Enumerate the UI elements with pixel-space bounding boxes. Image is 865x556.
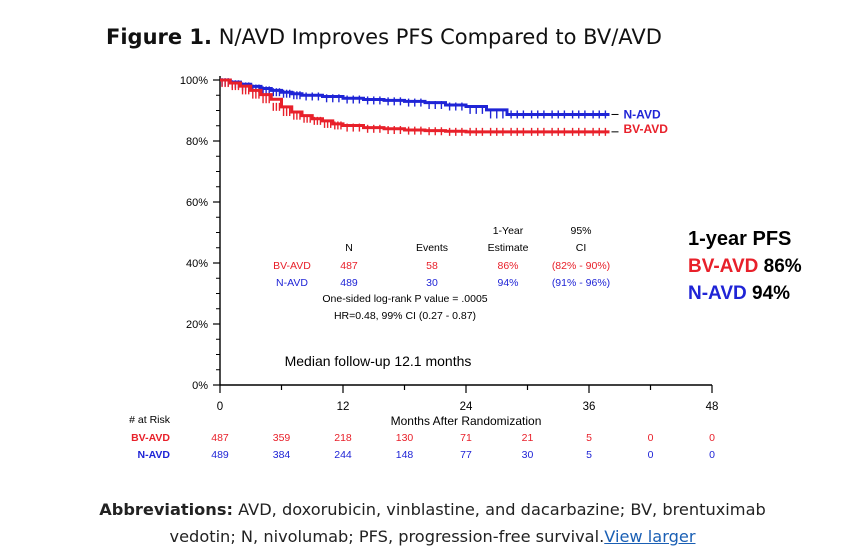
series-end-label: BV-AVD [624, 122, 669, 136]
stats-cell: (82% - 90%) [552, 260, 610, 272]
at-risk-value: 130 [396, 432, 414, 444]
pfs-summary-box: 1-year PFS BV-AVD 86% N-AVD 94% [688, 226, 802, 307]
at-risk-value: 0 [709, 432, 715, 444]
stats-row-label: N-AVD [276, 277, 308, 289]
at-risk-value: 148 [396, 449, 414, 461]
at-risk-value: 5 [586, 449, 592, 461]
stats-cell: 30 [426, 277, 438, 289]
series-end-label: N-AVD [624, 107, 661, 121]
stats-table-header: 1-Year [493, 225, 524, 237]
stats-cell: 94% [497, 277, 518, 289]
stats-cell: 86% [497, 260, 518, 272]
stats-table-header: N [345, 242, 353, 254]
x-tick-label: 48 [706, 401, 719, 413]
stats-cell: 489 [340, 277, 358, 289]
y-tick-label: 40% [186, 258, 208, 270]
at-risk-row-label: N-AVD [138, 449, 171, 461]
x-tick-label: 12 [337, 401, 350, 413]
x-axis-label: Months After Randomization [391, 414, 542, 428]
view-larger-link[interactable]: View larger [604, 527, 696, 546]
stats-row-label: BV-AVD [273, 260, 311, 272]
pfs-bv-value: 86% [763, 256, 802, 277]
pfs-n-value: 94% [752, 283, 791, 304]
at-risk-value: 77 [460, 449, 472, 461]
km-plot: 0% 20% 40% 60% 80% 100% 0 12 24 36 48 Months After … [129, 75, 719, 461]
at-risk-value: 489 [211, 449, 229, 461]
figure-title: Figure 1. N/AVD Improves PFS Compared to… [106, 25, 662, 49]
at-risk-value: 0 [648, 432, 654, 444]
pfs-n-label: N-AVD [688, 283, 747, 304]
pfs-summary-header: 1-year PFS [688, 228, 792, 250]
stats-table-header: 95% [570, 225, 591, 237]
stats-cell: 58 [426, 260, 438, 272]
stats-table-header: Events [416, 242, 448, 254]
at-risk-value: 30 [522, 449, 534, 461]
stats-cell: (91% - 96%) [552, 277, 610, 289]
bv-avd-curve [220, 78, 610, 134]
abbreviations-line1: AVD, doxorubicin, vinblastine, and dacar… [238, 500, 766, 519]
n-avd-curve [220, 78, 610, 116]
at-risk-value: 0 [648, 449, 654, 461]
y-tick-label: 100% [180, 75, 208, 87]
x-tick-label: 0 [217, 401, 223, 413]
x-tick-label: 24 [460, 401, 473, 413]
at-risk-value: 5 [586, 432, 592, 444]
at-risk-value: 384 [273, 449, 291, 461]
x-tick-label: 36 [583, 401, 596, 413]
y-tick-label: 80% [186, 136, 208, 148]
stats-table-header: Estimate [488, 242, 529, 254]
at-risk-row-label: BV-AVD [131, 432, 170, 444]
logrank-text: One-sided log-rank P value = .0005 [322, 293, 487, 305]
y-tick-label: 20% [186, 319, 208, 331]
at-risk-value: 487 [211, 432, 229, 444]
at-risk-value: 21 [522, 432, 534, 444]
abbreviations-line2: vedotin; N, nivolumab; PFS, progression-… [169, 527, 605, 546]
y-tick-label: 0% [192, 380, 208, 392]
abbreviations-label: Abbreviations: [99, 500, 233, 519]
figure-label: Figure 1. [106, 25, 213, 49]
median-followup-text: Median follow-up 12.1 months [285, 353, 472, 369]
at-risk-value: 218 [334, 432, 352, 444]
at-risk-value: 71 [460, 432, 472, 444]
hr-text: HR=0.48, 99% CI (0.27 - 0.87) [334, 310, 476, 322]
at-risk-label: # at Risk [129, 414, 171, 426]
abbreviations-note: Abbreviations: AVD, doxorubicin, vinblas… [0, 496, 865, 550]
pfs-bv-label: BV-AVD [688, 256, 759, 277]
figure-title-text: N/AVD Improves PFS Compared to BV/AVD [218, 25, 662, 49]
y-tick-label: 60% [186, 197, 208, 209]
at-risk-value: 244 [334, 449, 352, 461]
at-risk-value: 0 [709, 449, 715, 461]
stats-cell: 487 [340, 260, 358, 272]
stats-table-header: CI [576, 242, 587, 254]
at-risk-value: 359 [273, 432, 291, 444]
